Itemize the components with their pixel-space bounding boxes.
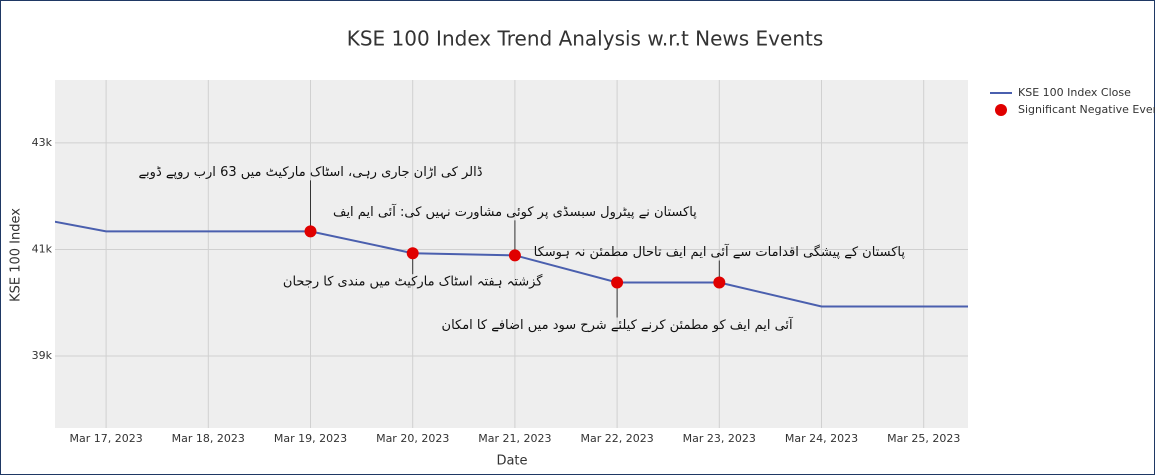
y-tick-label: 43k [32, 136, 53, 149]
x-tick-label: Mar 22, 2023 [580, 432, 653, 445]
event-marker [304, 225, 317, 238]
annotation: گزشتہ ہفتہ اسٹاک مارکیٹ میں مندی کا رجحا… [283, 274, 543, 290]
event-marker [611, 276, 624, 289]
y-tick-label: 41k [32, 242, 53, 255]
x-axis-title: Date [496, 454, 527, 469]
legend-swatch [995, 104, 1007, 116]
x-tick-label: Mar 25, 2023 [887, 432, 960, 445]
event-marker [713, 276, 726, 289]
x-tick-label: Mar 21, 2023 [478, 432, 551, 445]
x-tick-label: Mar 24, 2023 [785, 432, 858, 445]
x-tick-label: Mar 17, 2023 [69, 432, 142, 445]
x-tick-label: Mar 19, 2023 [274, 432, 347, 445]
x-tick-label: Mar 20, 2023 [376, 432, 449, 445]
x-tick-label: Mar 23, 2023 [683, 432, 756, 445]
x-tick-label: Mar 18, 2023 [172, 432, 245, 445]
event-marker [508, 249, 521, 262]
annotation: آئی ایم ایف کو مطمئن کرنے کیلئے شرح سود … [442, 316, 795, 333]
chart-title: KSE 100 Index Trend Analysis w.r.t News … [347, 27, 824, 51]
legend-label: KSE 100 Index Close [1018, 86, 1131, 99]
y-tick-label: 39k [32, 349, 53, 362]
annotation: پاکستان کے پیشگی اقدامات سے آئی ایم ایف … [534, 243, 906, 260]
annotation: پاکستان نے پیٹرول سبسڈی پر کوئی مشاورت ن… [333, 203, 697, 220]
y-axis-title: KSE 100 Index [9, 208, 24, 302]
legend-label: Significant Negative Events [1018, 103, 1155, 116]
event-marker [406, 247, 419, 260]
annotation: ڈالر کی اڑان جاری رہی، اسٹاک مارکیٹ میں … [138, 165, 482, 180]
